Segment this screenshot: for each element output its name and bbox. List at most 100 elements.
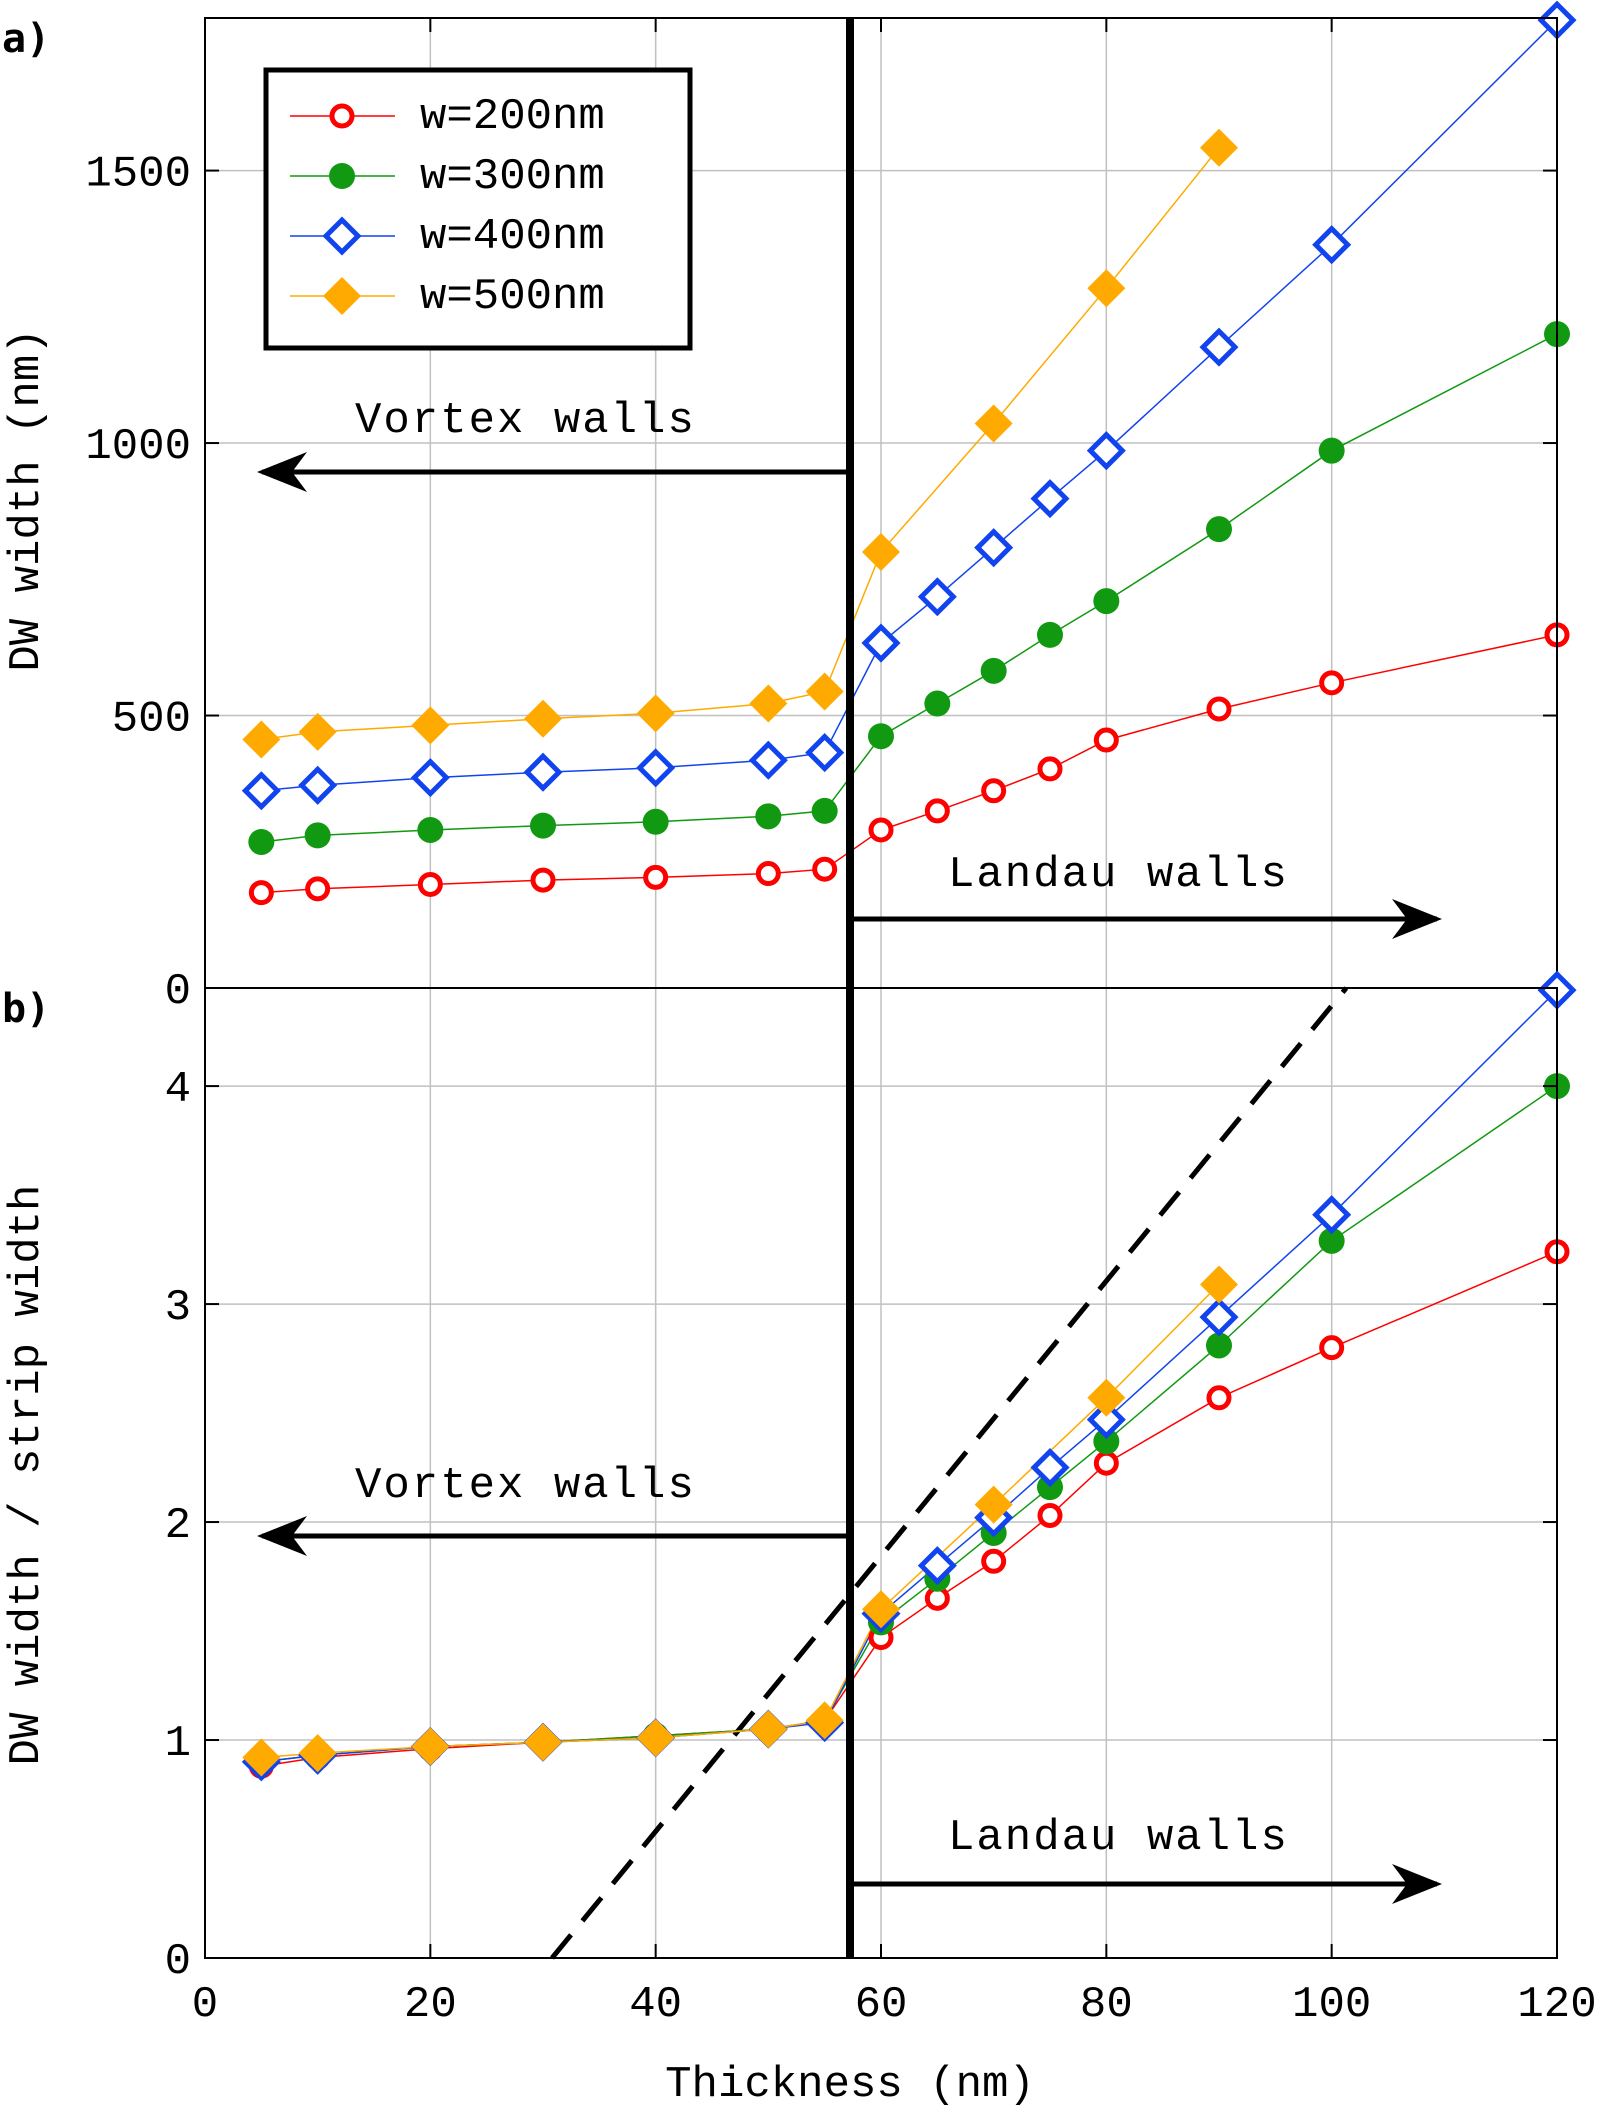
legend-items [290, 103, 395, 315]
x-tick-label: 100 [1292, 1980, 1371, 2030]
data-point-w500-a [1200, 128, 1238, 167]
legend-label-w500: w=500nm [420, 272, 605, 322]
data-point-w500-b [242, 1738, 281, 1777]
legend-marker-w500 [323, 277, 361, 315]
data-point-w400-b [1030, 1448, 1070, 1488]
data-point-w400-a [861, 623, 901, 663]
data-point-w500-a [805, 672, 844, 711]
data-point-w200-a [530, 867, 556, 893]
data-point-w300-b [1318, 1227, 1345, 1254]
data-point-w300-a [642, 808, 669, 835]
legend-label-w300: w=300nm [420, 152, 605, 202]
series-group-a [241, 0, 1577, 906]
data-point-w400-a [1086, 431, 1126, 471]
data-point-w400-b [917, 1546, 957, 1586]
data-point-w200-a [924, 798, 950, 824]
data-point-w300-a [755, 803, 782, 830]
data-point-w500-a [862, 533, 900, 572]
data-point-w500-b [1087, 1378, 1126, 1417]
data-point-w500-b [805, 1701, 844, 1740]
panel-b-tag: b) [2, 986, 50, 1032]
landau-walls-label-b: Landau walls [948, 1813, 1289, 1863]
x-tick-label: 40 [629, 1980, 682, 2030]
data-point-w400-a [917, 577, 957, 617]
data-point-w300-a [1206, 516, 1232, 543]
data-point-w500-a [974, 404, 1013, 443]
frame-b [204, 987, 1558, 1959]
data-point-w200-a [1206, 696, 1232, 722]
x-ticks-b: 0 20 40 60 80 100 120 [192, 18, 1597, 2030]
data-point-w300-a [1318, 437, 1345, 464]
x-tick-label: 60 [855, 1980, 908, 2030]
legend: w=200nm w=300nm w=400nm w=500nm [263, 67, 693, 351]
data-point-w200-b [1319, 1335, 1345, 1361]
data-point-w500-b [1200, 1265, 1238, 1304]
series-line-w400-b [261, 989, 1558, 1763]
data-point-w300-a [811, 797, 838, 824]
data-point-w500-b [524, 1723, 562, 1762]
data-point-w500-b [411, 1727, 450, 1766]
data-point-w400-a [748, 740, 788, 780]
panel-b: 0 1 2 3 4 0 20 40 60 80 100 120 b) DW width / stri… [2, 18, 1597, 2105]
legend-marker-w400 [322, 216, 362, 256]
panel-a-tag: a) [2, 16, 50, 62]
data-point-w200-a [755, 861, 781, 887]
data-point-w300-a [248, 828, 275, 855]
data-point-w400-a [1199, 327, 1239, 367]
data-point-w500-a [524, 699, 562, 738]
data-point-w200-a [248, 880, 274, 906]
data-point-w400-a [1312, 225, 1352, 265]
data-point-w300-a [868, 723, 894, 750]
data-point-w400-a [523, 752, 563, 792]
fit-line-b [550, 986, 1349, 1960]
data-point-w500-a [1087, 269, 1126, 308]
data-point-w300-a [417, 816, 444, 843]
y-tick-label: 1 [165, 1719, 191, 1769]
dashed-fit-line [550, 986, 1349, 1960]
data-point-w500-b [862, 1590, 900, 1629]
data-point-w200-a [1093, 727, 1119, 753]
y-axis-label-b: DW width / strip width [2, 1185, 52, 1766]
data-point-w300-a [304, 822, 331, 849]
data-point-w500-b [636, 1718, 675, 1757]
data-point-w300-a [980, 657, 1007, 684]
series-line-w200-a [261, 634, 1558, 894]
data-point-w300-a [1093, 588, 1120, 615]
data-point-w300-b [1093, 1428, 1120, 1455]
data-point-w400-a [805, 733, 845, 773]
y-tick-label: 1500 [85, 150, 191, 200]
legend-marker-w300 [329, 163, 355, 189]
data-point-w300-b [1037, 1474, 1063, 1501]
x-tick-label: 0 [192, 1980, 218, 2030]
data-point-w500-a [298, 712, 337, 751]
y-tick-label: 4 [165, 1065, 191, 1115]
y-ticks-a: 0 500 1000 1500 [85, 150, 1557, 1017]
series-line-w300-b [261, 1085, 1558, 1763]
data-point-w200-a [812, 856, 838, 882]
data-point-w300-a [530, 812, 556, 839]
y-tick-label: 1000 [85, 422, 191, 472]
data-point-w300-b [1206, 1332, 1232, 1359]
y-axis-label-a: DW width (nm) [2, 328, 52, 671]
data-point-w200-a [1319, 670, 1345, 696]
data-point-w200-a [868, 817, 894, 843]
series-line-w500-b [261, 1283, 1220, 1759]
y-tick-label: 2 [165, 1501, 191, 1551]
data-point-w500-a [242, 720, 281, 759]
data-point-w200-b [1037, 1503, 1063, 1529]
data-point-w400-b [1086, 1400, 1126, 1440]
data-point-w200-a [417, 871, 443, 897]
data-point-w500-a [749, 684, 788, 723]
data-point-w500-b [298, 1734, 337, 1773]
data-point-w200-b [1093, 1450, 1119, 1476]
y-ticks-b: 0 1 2 3 4 [165, 1065, 1557, 1987]
series-group-b [241, 970, 1577, 1782]
data-point-w400-a [636, 748, 676, 788]
data-point-w500-a [411, 706, 450, 745]
data-point-w200-b [981, 1548, 1007, 1574]
legend-label-w200: w=200nm [420, 92, 605, 142]
legend-label-w400: w=400nm [420, 212, 605, 262]
y-tick-label: 0 [165, 967, 191, 1017]
data-point-w300-a [924, 690, 951, 717]
data-point-w400-a [1030, 479, 1070, 519]
